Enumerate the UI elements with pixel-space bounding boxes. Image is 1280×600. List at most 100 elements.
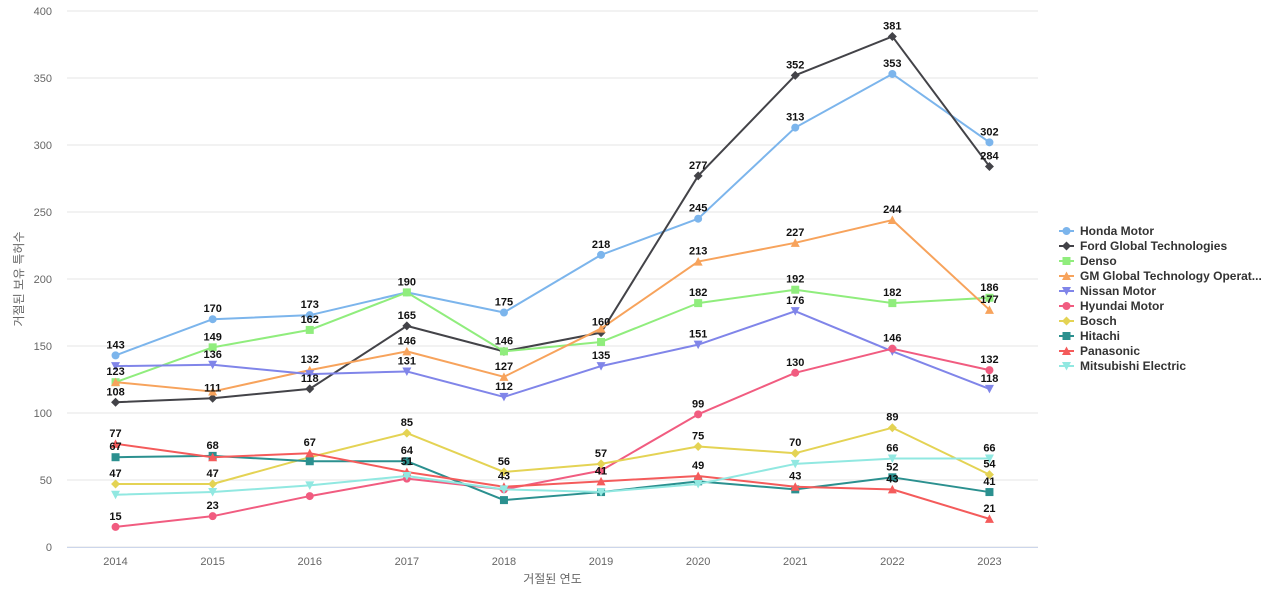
data-point-bosch[interactable] — [208, 479, 218, 489]
data-point-mitsubishi-electric[interactable] — [984, 454, 994, 464]
data-point-hyundai-motor[interactable] — [888, 344, 897, 353]
data-point-denso[interactable] — [985, 293, 994, 302]
data-point-panasonic[interactable] — [790, 482, 800, 491]
data-point-denso[interactable] — [499, 347, 508, 356]
data-point-mitsubishi-electric[interactable] — [790, 459, 800, 469]
data-point-hyundai-motor[interactable] — [985, 366, 994, 375]
data-point-denso[interactable] — [791, 285, 800, 294]
data-point-bosch[interactable] — [402, 428, 412, 438]
data-point-gm-global-technology-operat[interactable] — [208, 387, 218, 396]
data-point-hitachi[interactable] — [888, 473, 897, 482]
data-point-panasonic[interactable] — [111, 439, 121, 448]
data-point-ford-global-technologies[interactable] — [984, 161, 994, 171]
data-point-gm-global-technology-operat[interactable] — [790, 238, 800, 247]
data-point-hitachi[interactable] — [985, 488, 994, 497]
data-point-honda-motor[interactable] — [499, 308, 508, 317]
legend-marker[interactable] — [1062, 362, 1071, 371]
data-point-mitsubishi-electric[interactable] — [402, 471, 412, 481]
data-point-nissan-motor[interactable] — [305, 370, 315, 379]
data-point-honda-motor[interactable] — [985, 138, 994, 147]
legend-item-ford-global-technologies[interactable]: Ford Global Technologies — [1059, 239, 1227, 253]
data-point-nissan-motor[interactable] — [693, 340, 703, 350]
legend-item-denso[interactable]: Denso — [1059, 254, 1117, 268]
data-point-mitsubishi-electric[interactable] — [111, 490, 121, 500]
data-point-nissan-motor[interactable] — [984, 384, 994, 394]
data-point-honda-motor[interactable] — [791, 123, 800, 132]
legend-item-hitachi[interactable]: Hitachi — [1059, 329, 1120, 343]
data-point-gm-global-technology-operat[interactable] — [499, 372, 509, 381]
data-point-honda-motor[interactable] — [597, 250, 606, 259]
legend-marker[interactable] — [1062, 287, 1071, 296]
data-point-honda-motor[interactable] — [111, 351, 120, 360]
data-point-denso[interactable] — [597, 337, 606, 346]
legend-item-hyundai-motor[interactable]: Hyundai Motor — [1059, 299, 1164, 313]
data-point-bosch[interactable] — [499, 467, 509, 477]
data-point-mitsubishi-electric[interactable] — [887, 454, 897, 464]
data-point-panasonic[interactable] — [208, 452, 218, 462]
legend-marker[interactable] — [1062, 316, 1071, 326]
data-point-denso[interactable] — [305, 325, 314, 334]
data-point-bosch[interactable] — [887, 423, 897, 433]
data-point-nissan-motor[interactable] — [790, 307, 800, 316]
data-point-ford-global-technologies[interactable] — [305, 384, 315, 394]
data-point-ford-global-technologies[interactable] — [790, 70, 800, 80]
data-point-mitsubishi-electric[interactable] — [305, 481, 315, 490]
data-point-bosch[interactable] — [984, 470, 994, 480]
data-point-honda-motor[interactable] — [305, 311, 314, 320]
legend-marker[interactable] — [1062, 302, 1071, 310]
legend-item-mitsubishi-electric[interactable]: Mitsubishi Electric — [1059, 359, 1186, 373]
legend-marker[interactable] — [1062, 227, 1071, 235]
legend-marker[interactable] — [1062, 241, 1071, 251]
data-point-mitsubishi-electric[interactable] — [596, 488, 606, 497]
data-point-hitachi[interactable] — [499, 496, 508, 505]
data-point-gm-global-technology-operat[interactable] — [596, 324, 606, 333]
data-point-denso[interactable] — [694, 299, 703, 308]
data-point-nissan-motor[interactable] — [111, 362, 121, 371]
data-point-gm-global-technology-operat[interactable] — [111, 377, 121, 387]
data-point-hyundai-motor[interactable] — [208, 512, 217, 521]
data-point-hyundai-motor[interactable] — [111, 522, 120, 531]
legend-marker[interactable] — [1062, 332, 1071, 340]
data-point-honda-motor[interactable] — [694, 214, 703, 223]
legend-item-gm-global-technology-operat[interactable]: GM Global Technology Operat... — [1059, 269, 1262, 283]
data-point-bosch[interactable] — [790, 448, 800, 458]
data-point-bosch[interactable] — [596, 459, 606, 469]
data-point-nissan-motor[interactable] — [208, 360, 218, 370]
legend-marker[interactable] — [1062, 271, 1071, 281]
data-point-nissan-motor[interactable] — [596, 362, 606, 371]
data-point-hyundai-motor[interactable] — [597, 466, 606, 475]
data-point-gm-global-technology-operat[interactable] — [887, 215, 897, 225]
legend-marker[interactable] — [1062, 346, 1071, 356]
data-point-gm-global-technology-operat[interactable] — [402, 346, 412, 356]
data-point-ford-global-technologies[interactable] — [208, 393, 218, 403]
data-point-gm-global-technology-operat[interactable] — [693, 257, 703, 266]
legend-item-bosch[interactable]: Bosch — [1059, 314, 1117, 328]
data-point-honda-motor[interactable] — [208, 315, 217, 324]
data-point-bosch[interactable] — [111, 479, 121, 489]
data-point-mitsubishi-electric[interactable] — [208, 488, 218, 497]
data-point-hyundai-motor[interactable] — [694, 410, 703, 419]
legend-marker[interactable] — [1062, 257, 1071, 265]
legend-item-nissan-motor[interactable]: Nissan Motor — [1059, 284, 1156, 298]
data-point-honda-motor[interactable] — [888, 69, 897, 78]
data-point-denso[interactable] — [208, 343, 217, 352]
data-point-hyundai-motor[interactable] — [791, 368, 800, 377]
data-point-gm-global-technology-operat[interactable] — [984, 305, 994, 314]
data-point-ford-global-technologies[interactable] — [402, 321, 412, 331]
data-point-ford-global-technologies[interactable] — [693, 171, 703, 181]
data-point-panasonic[interactable] — [887, 484, 897, 494]
legend-item-panasonic[interactable]: Panasonic — [1059, 344, 1140, 358]
data-point-mitsubishi-electric[interactable] — [693, 480, 703, 489]
data-point-mitsubishi-electric[interactable] — [499, 485, 509, 494]
data-point-bosch[interactable] — [693, 442, 703, 451]
data-point-hitachi[interactable] — [111, 453, 120, 462]
data-point-panasonic[interactable] — [984, 514, 994, 523]
legend-item-honda-motor[interactable]: Honda Motor — [1059, 224, 1154, 238]
data-point-hitachi[interactable] — [402, 457, 411, 466]
data-point-denso[interactable] — [402, 288, 411, 297]
data-point-nissan-motor[interactable] — [499, 392, 509, 402]
data-point-ford-global-technologies[interactable] — [887, 31, 897, 41]
data-point-hyundai-motor[interactable] — [305, 492, 314, 501]
data-point-panasonic[interactable] — [693, 471, 703, 480]
